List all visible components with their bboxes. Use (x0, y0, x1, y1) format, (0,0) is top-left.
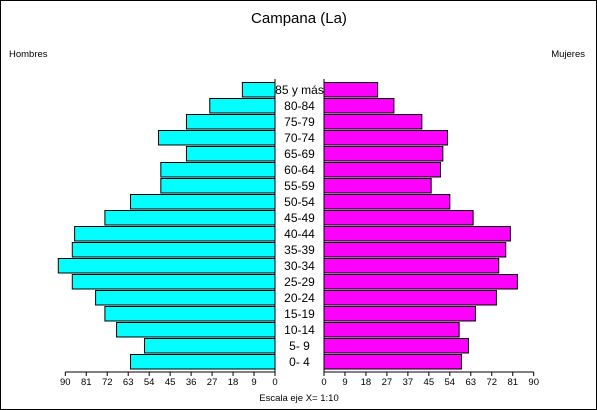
age-group-label: 75-79 (284, 115, 315, 129)
age-group-label: 50-54 (284, 195, 315, 209)
bar-female (323, 274, 518, 290)
bar-male (209, 98, 276, 114)
x-tick-label-left: 27 (207, 377, 218, 388)
age-group-label: 70-74 (284, 131, 315, 145)
x-tick-label-right: 90 (528, 377, 539, 388)
x-tick-label-left: 36 (186, 377, 197, 388)
x-tick-label-left: 54 (144, 377, 155, 388)
bar-male (160, 162, 276, 178)
x-tick-label-right: 81 (507, 377, 518, 388)
x-tick-label-right: 0 (321, 377, 326, 388)
bar-male (130, 194, 276, 210)
bar-male (116, 322, 276, 338)
age-group-label: 85 y más (275, 83, 324, 97)
age-group-labels: 0- 4 5- 9 10-14 15-19 20-24 25-29 30-34 35-39 40… (275, 83, 324, 369)
x-tick-label-left: 81 (81, 377, 92, 388)
bar-female (323, 258, 500, 274)
x-tick-label-left: 63 (123, 377, 134, 388)
bar-female (323, 242, 507, 258)
x-tick-label-left: 0 (272, 377, 277, 388)
chart-title: Campana (La) (251, 10, 347, 27)
x-tick-label-right: 27 (382, 377, 393, 388)
bar-female (323, 306, 476, 322)
right-side-label: Mujeres (551, 49, 585, 60)
bar-male (241, 82, 276, 98)
age-group-label: 60-64 (284, 163, 315, 177)
bar-female (323, 210, 474, 226)
bar-male (104, 210, 276, 226)
bar-female (323, 130, 448, 146)
bar-female (323, 114, 423, 130)
bar-female (323, 82, 379, 98)
x-tick-label-right: 63 (466, 377, 477, 388)
age-group-label: 35-39 (284, 243, 315, 257)
x-tick-label-left: 45 (165, 377, 176, 388)
age-group-label: 65-69 (284, 147, 315, 161)
bar-male (71, 274, 276, 290)
age-group-label: 15-19 (284, 307, 315, 321)
axes: 90 0 81 9 72 18 63 27 54 37 45 45 36 54 27 63 18 72 9 81 0 90 (60, 79, 539, 388)
bar-female (323, 226, 511, 242)
bar-male (144, 338, 276, 354)
x-tick-label-left: 18 (228, 377, 239, 388)
bar-female (323, 354, 462, 370)
x-axis-title: Escala eje X= 1:10 (259, 393, 338, 404)
x-tick-label-right: 45 (424, 377, 435, 388)
age-group-label: 25-29 (284, 275, 315, 289)
bar-male (95, 290, 276, 306)
x-tick-label-right: 54 (445, 377, 456, 388)
bar-female (323, 194, 451, 210)
age-group-label: 5- 9 (289, 339, 310, 353)
bar-female (323, 146, 444, 162)
age-group-label: 80-84 (284, 99, 315, 113)
age-group-label: 0- 4 (289, 355, 310, 369)
x-tick-label-right: 18 (361, 377, 372, 388)
bar-male (185, 146, 276, 162)
bar-female (323, 178, 432, 194)
x-tick-label-left: 72 (102, 377, 113, 388)
x-tick-label-right: 37 (403, 377, 414, 388)
bar-female (323, 290, 497, 306)
x-tick-label-right: 72 (486, 377, 497, 388)
bar-female (323, 322, 460, 338)
bar-male (74, 226, 276, 242)
bar-male (57, 258, 276, 274)
bar-male (160, 178, 276, 194)
age-group-label: 55-59 (284, 179, 315, 193)
bar-male (71, 242, 276, 258)
x-tick-label-left: 9 (251, 377, 256, 388)
age-group-label: 45-49 (284, 211, 315, 225)
age-group-label: 40-44 (284, 227, 315, 241)
age-group-label: 30-34 (284, 259, 315, 273)
age-group-label: 10-14 (284, 323, 315, 337)
male-bars (57, 82, 276, 370)
bar-female (323, 338, 469, 354)
bar-female (323, 98, 395, 114)
left-side-label: Hombres (9, 49, 48, 60)
bar-male (130, 354, 276, 370)
x-tick-label-left: 90 (60, 377, 71, 388)
bar-female (323, 162, 441, 178)
bar-male (185, 114, 276, 130)
age-group-label: 20-24 (284, 291, 315, 305)
bar-male (158, 130, 276, 146)
bar-male (104, 306, 276, 322)
x-tick-label-right: 9 (342, 377, 347, 388)
female-bars (323, 82, 518, 370)
